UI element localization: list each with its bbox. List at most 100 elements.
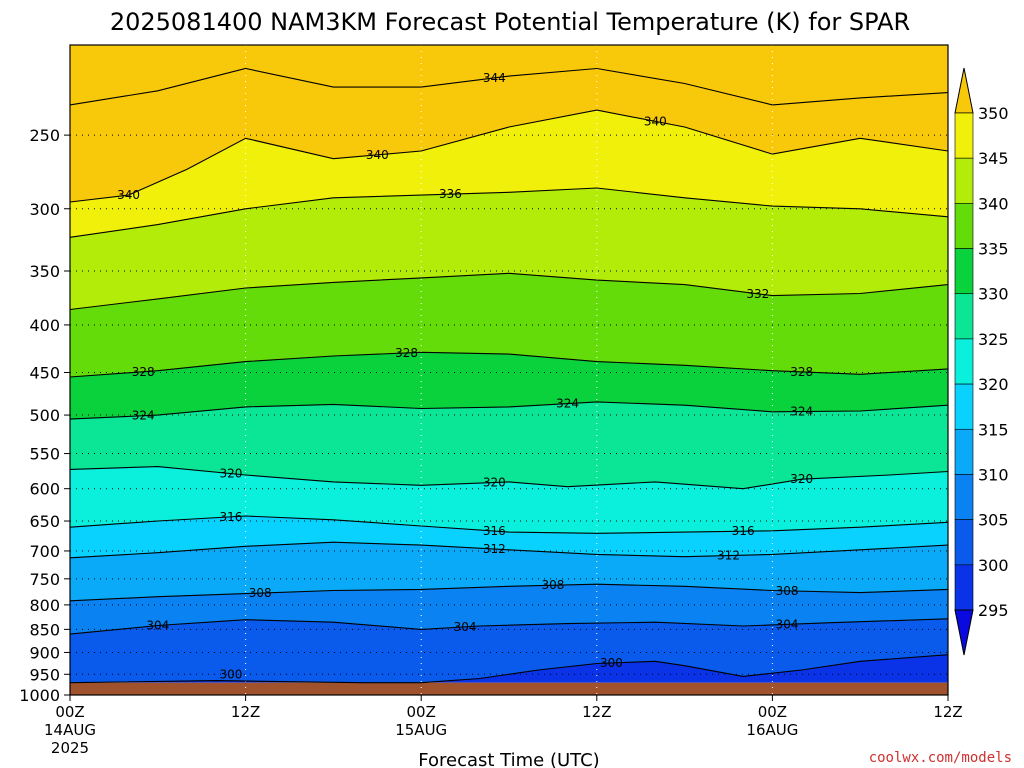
colorbar-swatch-325 xyxy=(954,293,974,340)
contour-label-308: 308 xyxy=(541,578,564,592)
x-tick-label: 12Z xyxy=(582,703,611,721)
x-tick-date: 14AUG xyxy=(44,721,96,739)
colorbar-swatch-320 xyxy=(954,338,974,385)
y-tick-label: 800 xyxy=(29,596,60,615)
colorbar: 350 345 340 335 330 325 320 315 310 305 300 295 xyxy=(954,67,1009,656)
colorbar-swatch-330 xyxy=(954,248,974,295)
x-tick-label: 00Z xyxy=(407,703,436,721)
contour-316 xyxy=(69,515,949,534)
contour-label-328: 328 xyxy=(395,346,418,360)
colorbar-swatch-295 xyxy=(954,564,974,611)
contour-304 xyxy=(69,618,949,635)
contour-label-324: 324 xyxy=(790,405,813,419)
contour-label-340: 340 xyxy=(644,114,667,128)
x-tick-date: 15AUG xyxy=(395,721,447,739)
x-axis-label: Forecast Time (UTC) xyxy=(418,750,599,768)
colorbar-label: 335 xyxy=(978,240,1009,259)
colorbar-swatch-300 xyxy=(954,519,974,566)
contour-344 xyxy=(69,67,949,106)
x-tick-label: 00Z xyxy=(55,703,84,721)
contour-label-320: 320 xyxy=(220,467,243,481)
contour-label-316: 316 xyxy=(220,510,243,524)
y-tick-label: 750 xyxy=(29,570,60,589)
contour-320 xyxy=(69,466,949,490)
contour-label-312: 312 xyxy=(717,549,740,563)
contour-328 xyxy=(69,351,949,378)
contour-label-320: 320 xyxy=(790,472,813,486)
ground-layer xyxy=(70,682,948,695)
contour-label-324: 324 xyxy=(132,409,155,423)
colorbar-label: 350 xyxy=(978,104,1009,123)
contour-label-332: 332 xyxy=(746,287,769,301)
contour-324 xyxy=(69,401,949,420)
contour-label-324: 324 xyxy=(556,397,579,411)
contour-340 xyxy=(69,109,949,203)
y-tick-label: 1000 xyxy=(19,686,60,705)
contour-labels: 300 300 304 304 304 308 308 308 312 312 316 316 316 3… xyxy=(117,71,813,682)
contour-312 xyxy=(69,541,949,559)
contour-lines xyxy=(69,67,949,684)
y-tick-label: 700 xyxy=(29,542,60,561)
contour-label-304: 304 xyxy=(146,619,169,633)
y-tick-label: 950 xyxy=(29,665,60,684)
x-tick-label: 00Z xyxy=(758,703,787,721)
colorbar-label: 325 xyxy=(978,330,1009,349)
y-tick-label: 350 xyxy=(29,262,60,281)
contour-label-304: 304 xyxy=(454,620,477,634)
colorbar-swatch-315 xyxy=(954,383,974,430)
x-tick-year: 2025 xyxy=(51,739,89,757)
color-bands xyxy=(70,45,948,683)
contour-label-320: 320 xyxy=(483,475,506,489)
contour-label-312: 312 xyxy=(483,542,506,556)
colorbar-label: 295 xyxy=(978,601,1009,620)
y-tick-label: 850 xyxy=(29,620,60,639)
ground xyxy=(70,682,948,695)
colorbar-bottom-arrow xyxy=(954,609,974,656)
contour-label-316: 316 xyxy=(732,524,755,538)
y-axis-ticks: 250 300 350 400 450 500 550 600 650 700 750 800 850 9… xyxy=(19,126,70,705)
y-tick-label: 900 xyxy=(29,643,60,662)
colorbar-label: 330 xyxy=(978,285,1009,304)
colorbar-label: 315 xyxy=(978,420,1009,439)
contour-label-300: 300 xyxy=(600,656,623,670)
contour-332 xyxy=(69,272,949,311)
contour-300 xyxy=(69,654,949,684)
y-tick-label: 600 xyxy=(29,480,60,499)
colorbar-label: 320 xyxy=(978,375,1009,394)
colorbar-label: 345 xyxy=(978,149,1009,168)
colorbar-swatch-310 xyxy=(954,428,974,475)
contour-label-340: 340 xyxy=(366,148,389,162)
colorbar-label: 310 xyxy=(978,465,1009,484)
colorbar-label: 340 xyxy=(978,194,1009,213)
colorbar-swatch-345 xyxy=(954,112,974,159)
contour-label-336: 336 xyxy=(439,187,462,201)
band-top xyxy=(70,45,948,69)
contour-label-308: 308 xyxy=(776,584,799,598)
colorbar-label: 305 xyxy=(978,511,1009,530)
y-tick-label: 500 xyxy=(29,406,60,425)
contour-label-340: 340 xyxy=(117,188,140,202)
x-tick-label: 12Z xyxy=(933,703,962,721)
grid-lines xyxy=(70,45,948,695)
contour-label-300: 300 xyxy=(220,668,243,682)
y-tick-label: 650 xyxy=(29,512,60,531)
credit-text: coolwx.com/models xyxy=(869,750,1012,766)
contour-308 xyxy=(69,583,949,602)
plot-frame xyxy=(69,44,949,696)
contour-label-316: 316 xyxy=(483,524,506,538)
contour-label-344: 344 xyxy=(483,71,506,85)
y-tick-label: 300 xyxy=(29,200,60,219)
colorbar-swatch-335 xyxy=(954,203,974,249)
chart-title: 2025081400 NAM3KM Forecast Potential Tem… xyxy=(110,8,910,36)
contour-label-304: 304 xyxy=(776,617,799,631)
y-tick-label: 450 xyxy=(29,364,60,383)
contour-336 xyxy=(69,187,949,238)
colorbar-swatch-340 xyxy=(954,157,974,204)
contour-label-328: 328 xyxy=(790,365,813,379)
x-tick-label: 12Z xyxy=(231,703,260,721)
contour-label-308: 308 xyxy=(249,586,272,600)
x-tick-date: 16AUG xyxy=(746,721,798,739)
contour-label-328: 328 xyxy=(132,365,155,379)
